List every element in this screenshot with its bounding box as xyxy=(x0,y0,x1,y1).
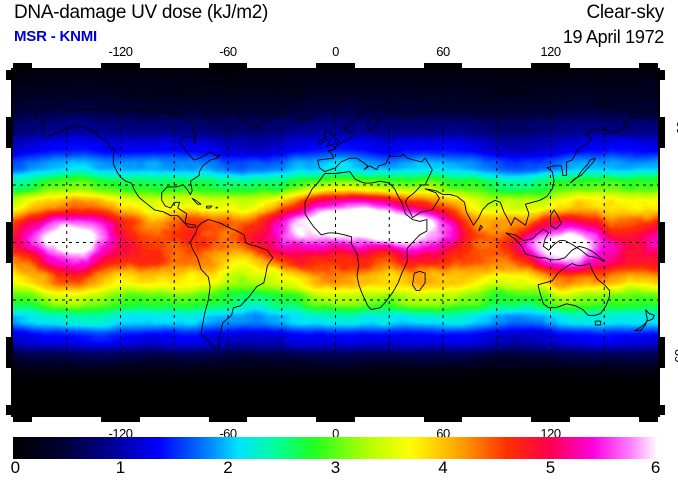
graticule-overlay xyxy=(13,70,658,415)
axis-tick-gap xyxy=(139,417,209,422)
axis-tick-gap xyxy=(32,63,102,68)
colorbar-tick-label: 5 xyxy=(545,458,556,477)
colorbar-tick-label: 4 xyxy=(438,458,448,477)
axis-tick-gap xyxy=(354,63,424,68)
axis-tick-gap xyxy=(32,417,102,422)
axis-tick-gap xyxy=(6,263,11,337)
axis-tick-gap xyxy=(660,263,665,337)
axis-tick-gap xyxy=(569,417,639,422)
chart-header: DNA-damage UV dose (kJ/m2) MSR - KNMI Cl… xyxy=(0,0,678,56)
top-axis-ticks xyxy=(13,63,658,68)
y-axis-tick-label: 60 xyxy=(673,120,678,135)
axis-tick-gap xyxy=(660,367,665,405)
axis-tick-gap xyxy=(247,417,317,422)
x-axis-tick-label: 120 xyxy=(540,44,561,59)
axis-tick-gap xyxy=(6,80,11,118)
axis-tick-gap xyxy=(354,417,424,422)
colorbar-tick-label: 0 xyxy=(10,458,21,477)
colorbar-gradient xyxy=(13,437,658,459)
map-field xyxy=(13,70,658,415)
colorbar-tick-label: 2 xyxy=(223,458,233,477)
axis-tick-gap xyxy=(569,63,639,68)
x-axis-tick-label: -60 xyxy=(219,44,237,59)
coastline-overlay xyxy=(13,82,658,387)
axis-tick-gap xyxy=(139,63,209,68)
colorbar-tick-label: 3 xyxy=(330,458,341,477)
axis-tick-gap xyxy=(462,63,532,68)
axis-tick-gap xyxy=(6,367,11,405)
y-axis-tick-label: -60 xyxy=(671,348,678,367)
colorbar-labels: 0 1 2 3 4 5 6 xyxy=(10,458,661,480)
condition-label: Clear-sky xyxy=(586,2,664,23)
x-axis-tick-label: 0 xyxy=(332,44,339,59)
x-axis-tick-label: 60 xyxy=(436,44,450,59)
date-label: 19 April 1972 xyxy=(562,27,664,47)
axis-tick-gap xyxy=(247,63,317,68)
bottom-axis-ticks xyxy=(13,417,658,422)
axis-tick-gap xyxy=(660,148,665,222)
right-axis-ticks xyxy=(660,70,665,415)
x-axis-tick-label: 0 xyxy=(332,426,339,441)
source-label: MSR - KNMI xyxy=(14,28,97,45)
colorbar-tick-label: 1 xyxy=(115,458,126,477)
axis-tick-gap xyxy=(660,80,665,118)
colorbar-tick-label: 6 xyxy=(650,458,661,477)
axis-tick-gap xyxy=(462,417,532,422)
page-title: DNA-damage UV dose (kJ/m2) xyxy=(14,2,269,23)
left-axis-ticks xyxy=(6,70,11,415)
axis-tick-gap xyxy=(6,148,11,222)
colorbar xyxy=(13,437,658,459)
x-axis-tick-label: -120 xyxy=(108,44,133,59)
